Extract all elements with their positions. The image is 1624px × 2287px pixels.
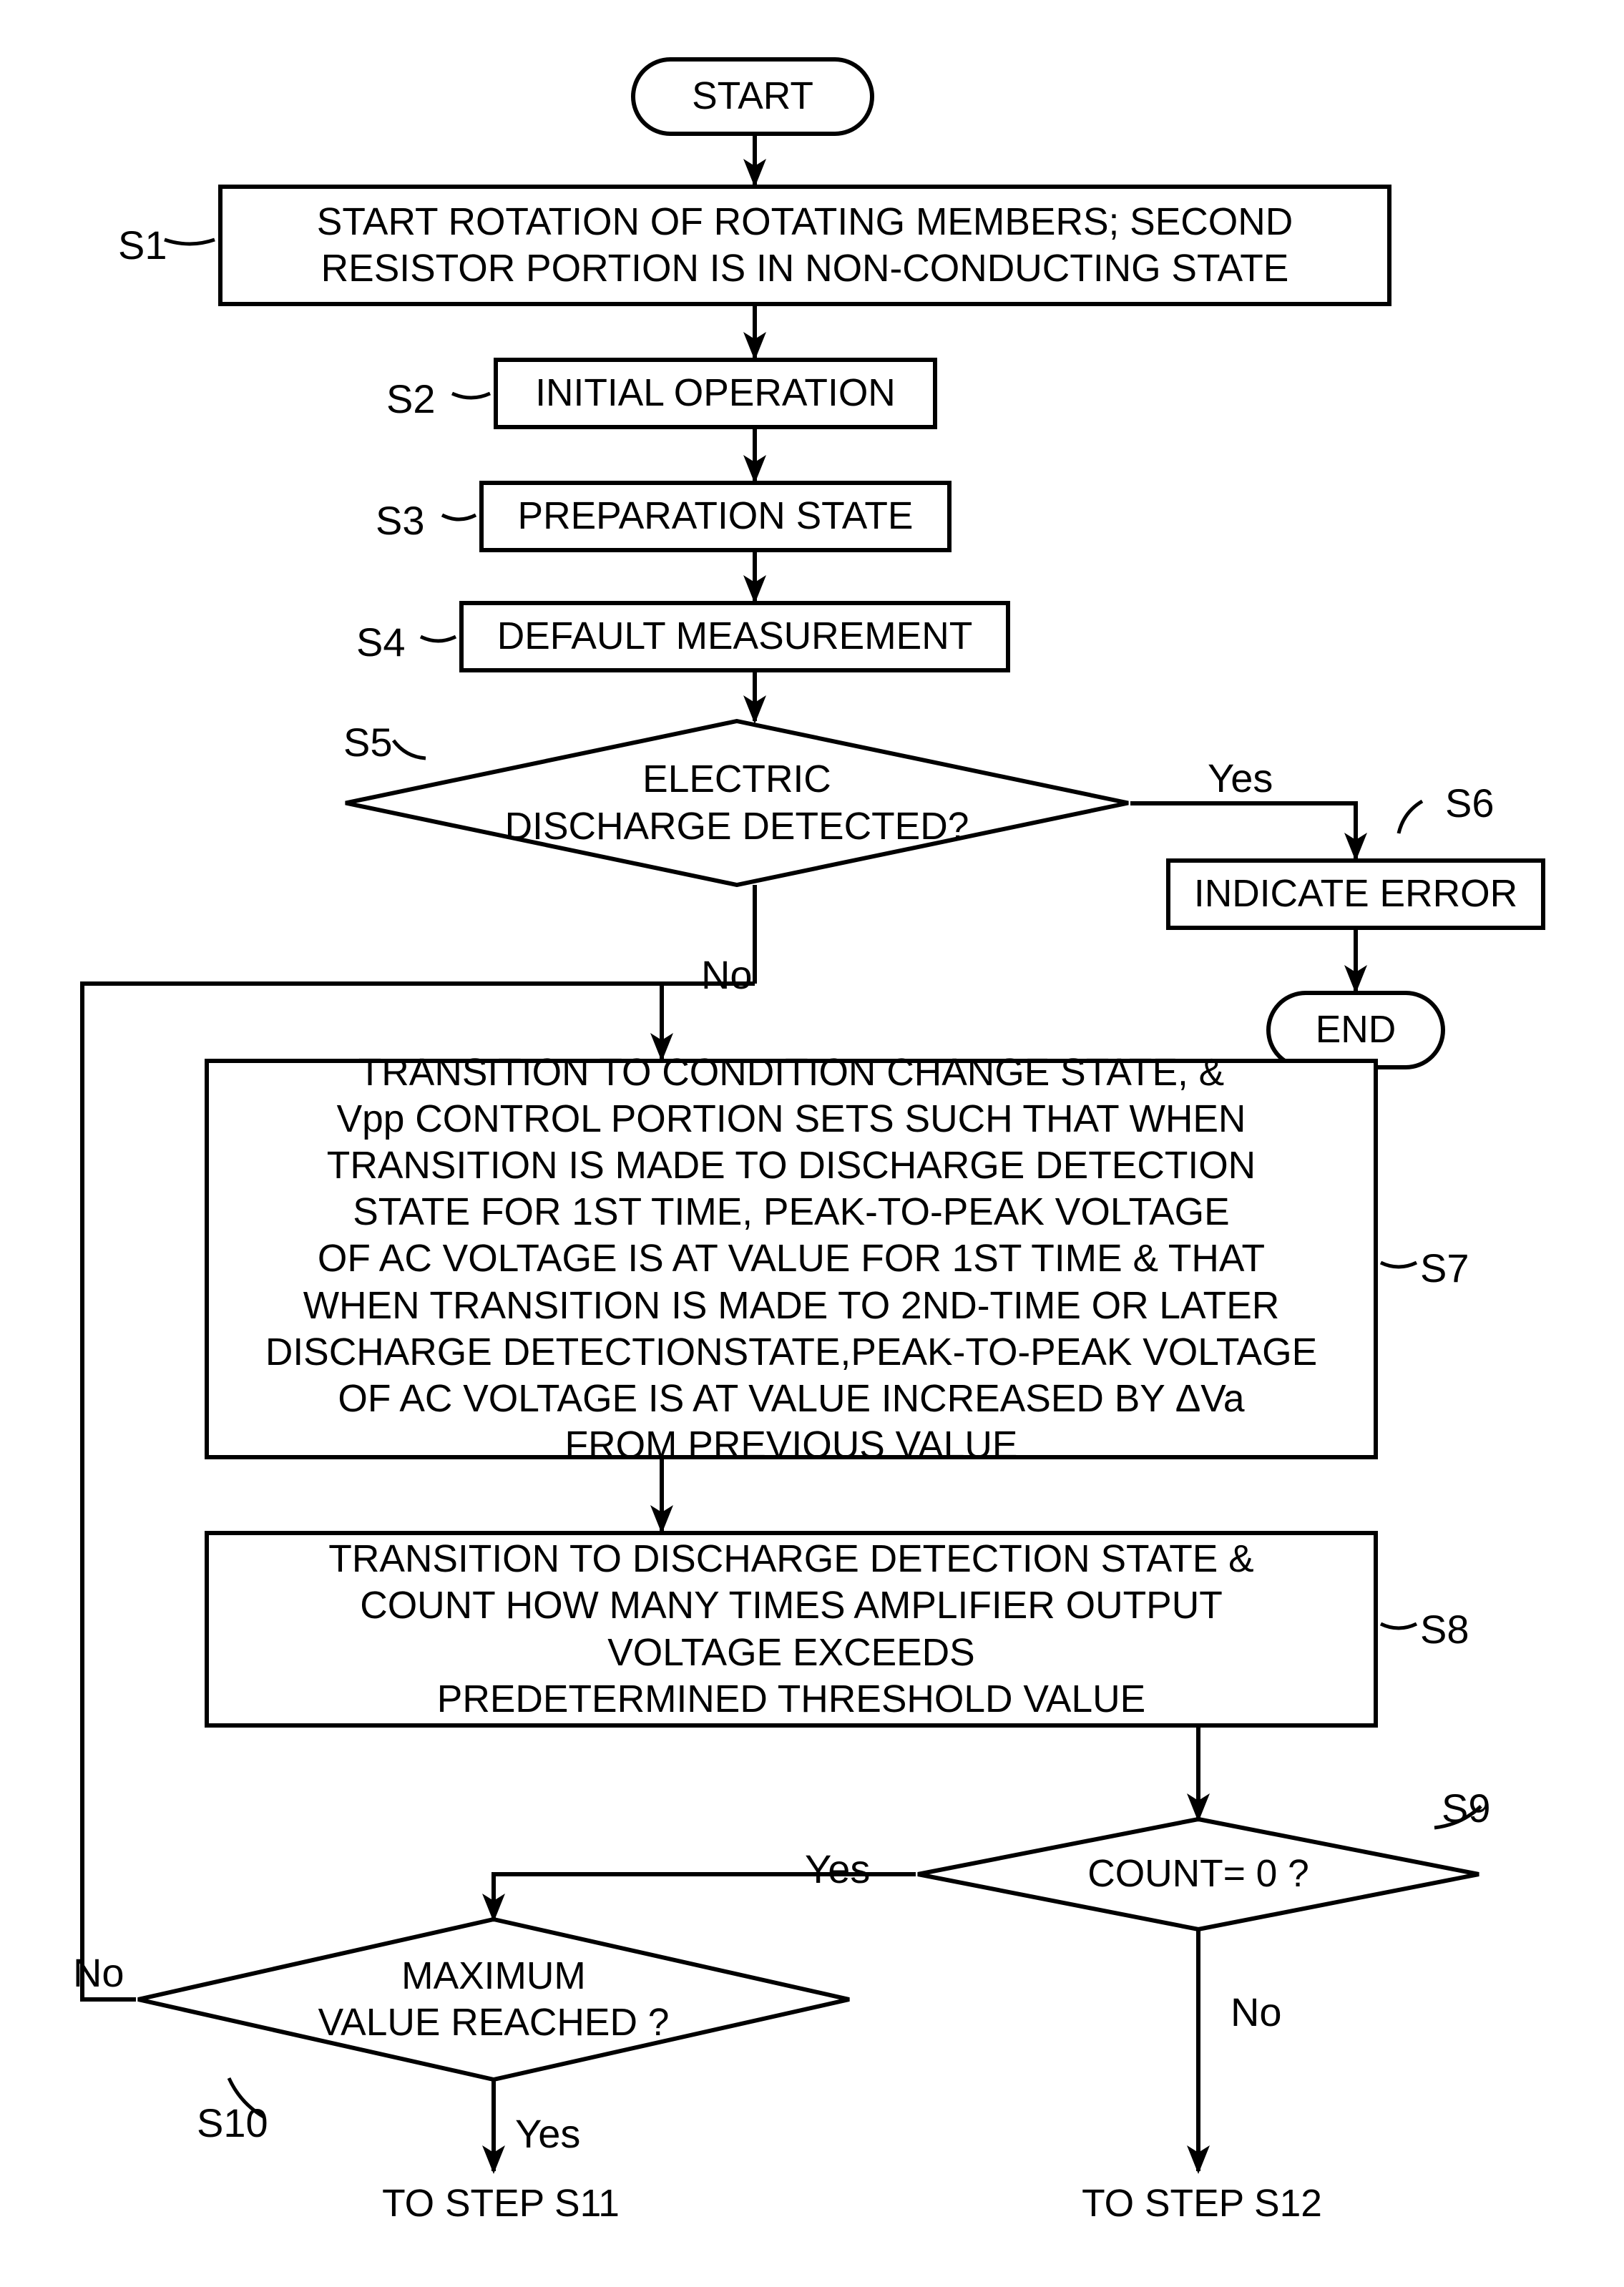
edge-s10-no-loop — [82, 984, 755, 1999]
connector-c-s10 — [229, 2078, 265, 2117]
connector-c-s5 — [393, 740, 426, 758]
connector-c-s7 — [1381, 1263, 1417, 1267]
arrow-layer — [0, 0, 1624, 2287]
connector-c-s6 — [1399, 801, 1422, 833]
connector-c-s4 — [421, 637, 456, 641]
edge-s5-yes-s6 — [1130, 803, 1356, 858]
edge-s9-yes-s10 — [494, 1874, 916, 1919]
connector-c-s3 — [442, 515, 476, 519]
connector-c-s9 — [1434, 1806, 1481, 1828]
connector-c-s8 — [1381, 1624, 1417, 1628]
connector-c-s2 — [452, 393, 490, 398]
connector-c-s1 — [165, 240, 215, 244]
